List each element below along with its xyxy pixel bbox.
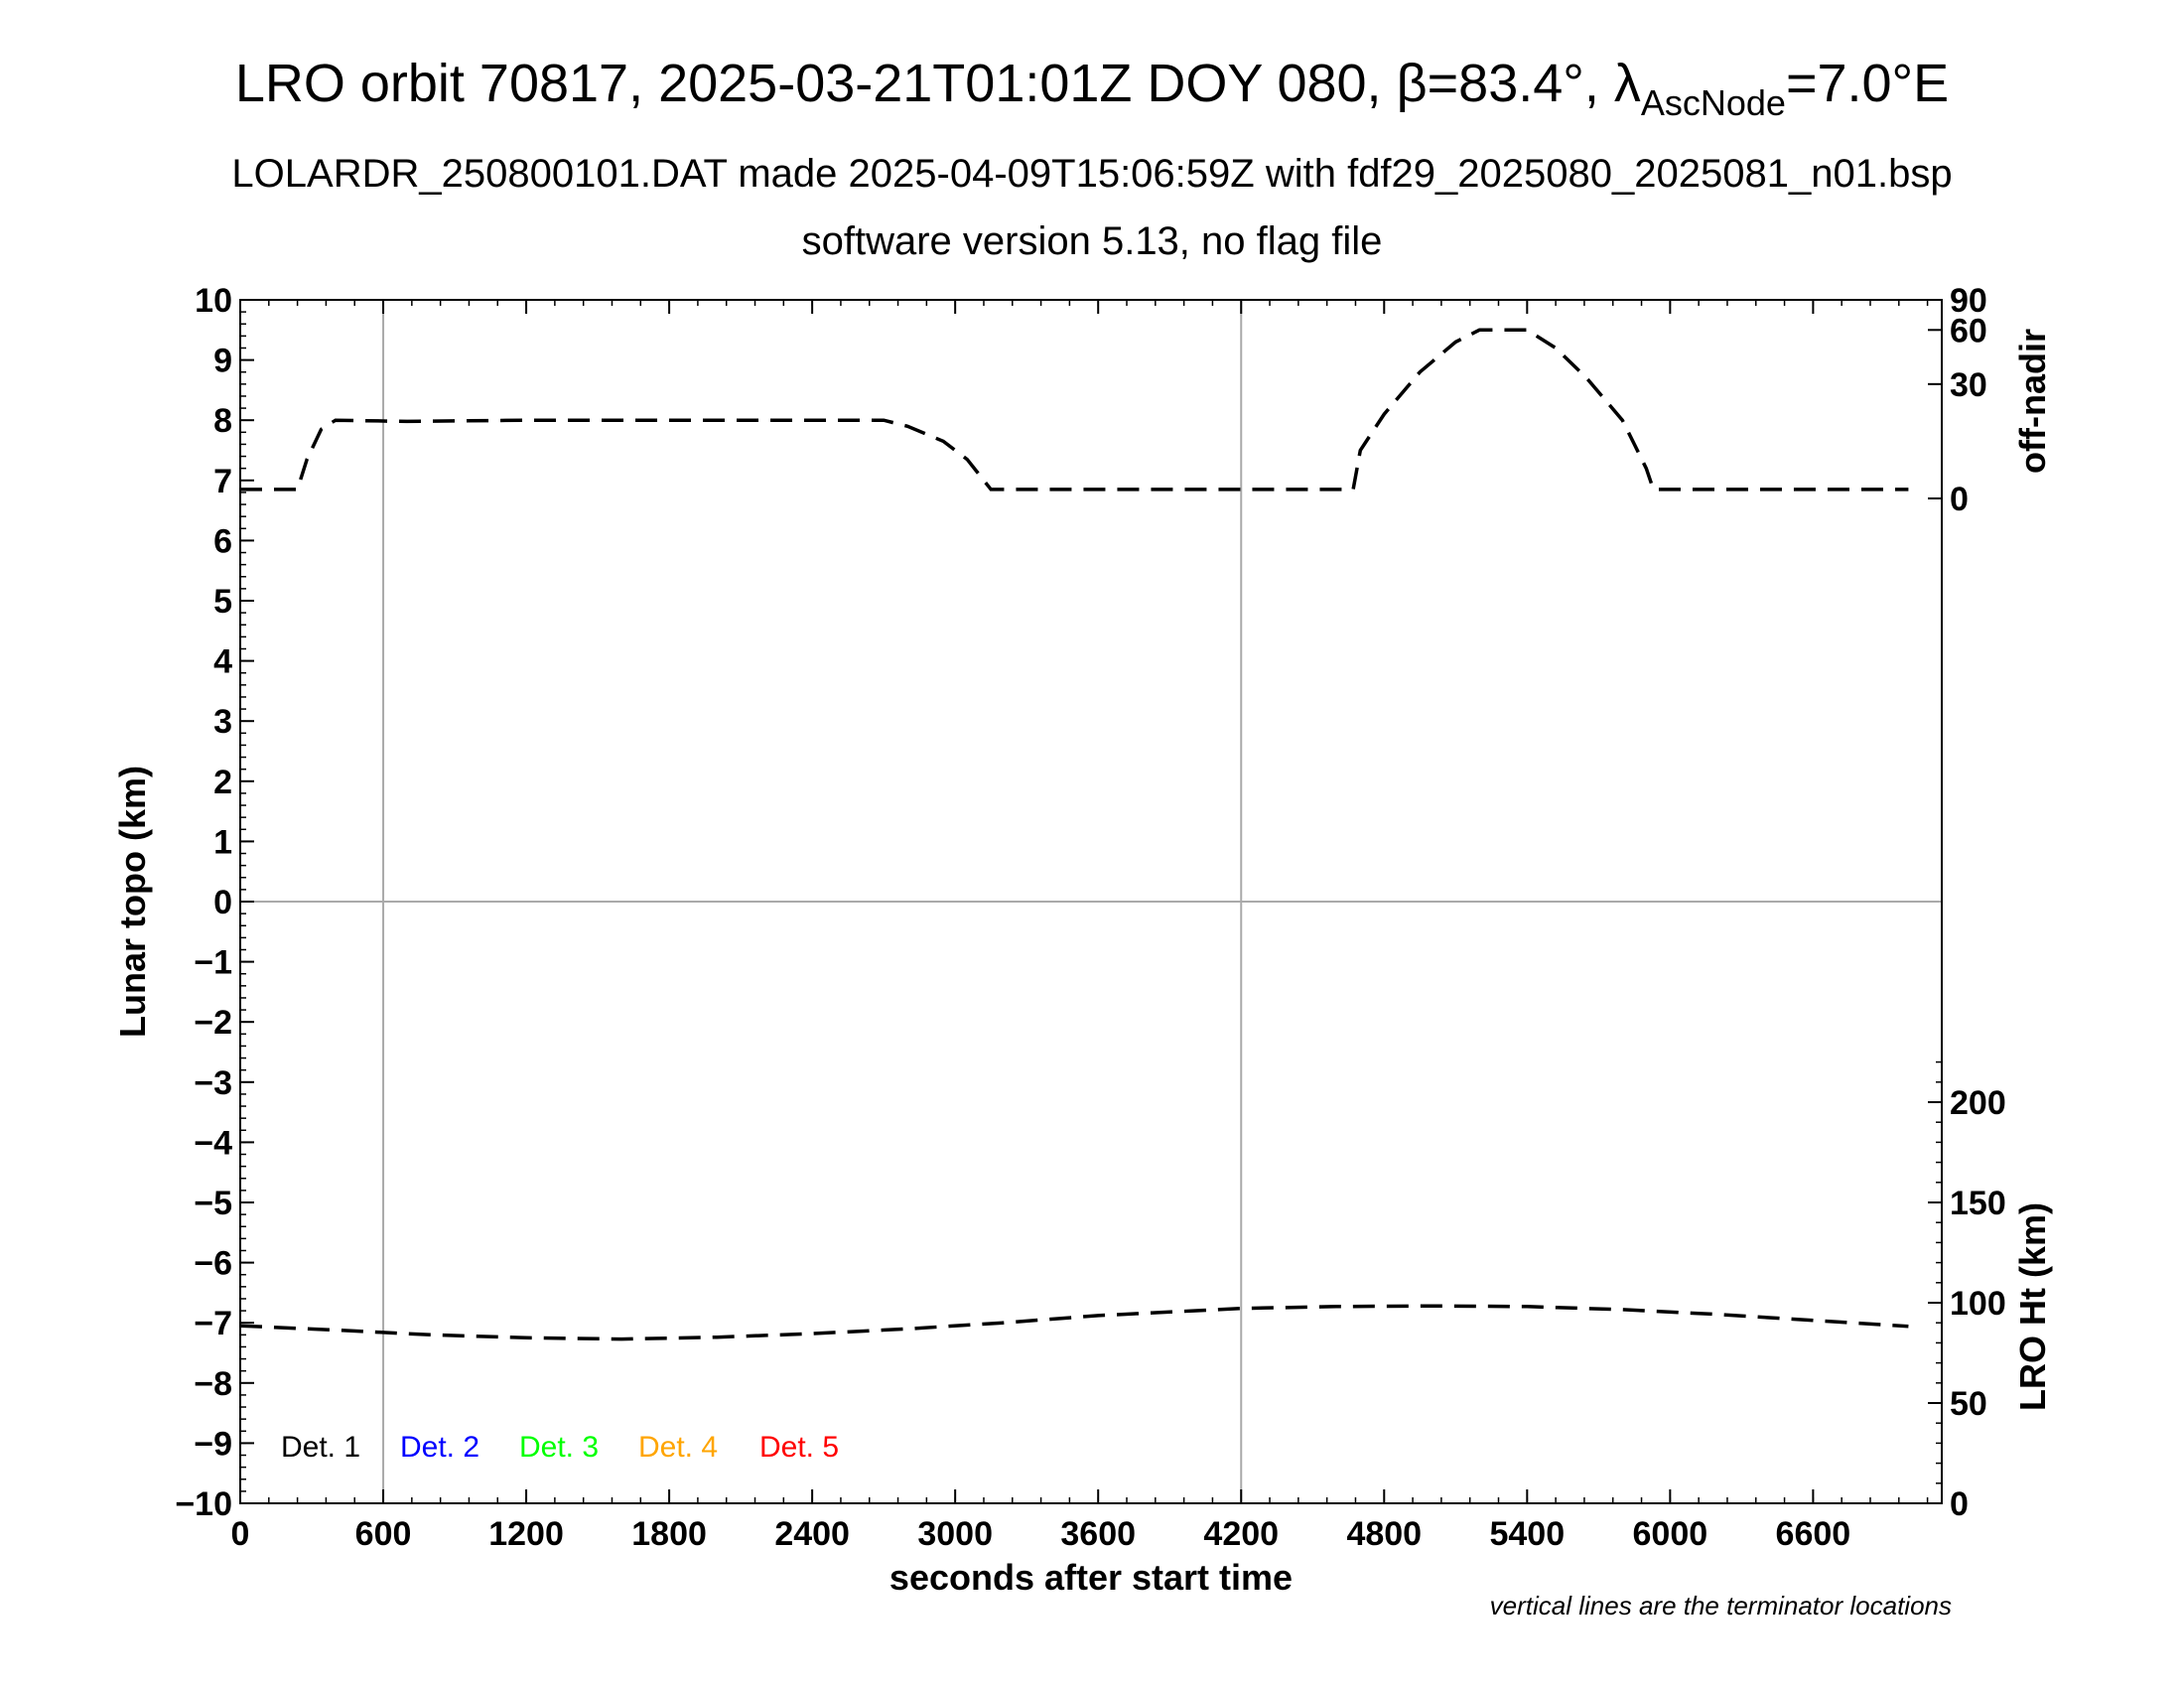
lro-height-tick-label: 0	[1950, 1485, 1969, 1523]
y-tick-label: −4	[194, 1124, 232, 1162]
x-tick-label: 600	[355, 1515, 412, 1553]
y-tick-label: −10	[175, 1485, 232, 1523]
y-tick-label: −8	[194, 1365, 232, 1403]
legend-entry: Det. 5	[759, 1431, 839, 1464]
y-tick-label: 4	[213, 643, 232, 681]
lro-height-tick-label: 100	[1950, 1285, 2006, 1323]
series-group	[239, 328, 1909, 1341]
x-tick-labels: 0 600 1200 1800 2400 3000 3600 4200 4800 5400 6000…	[231, 1515, 1851, 1553]
y-tick-label: 5	[213, 583, 232, 621]
y-tick-label: −3	[194, 1064, 232, 1102]
lro-height-tick-label: 200	[1950, 1084, 2006, 1122]
legend: Det. 1 Det. 2 Det. 3 Det. 4 Det. 5	[281, 1431, 839, 1464]
x-tick-label: 2400	[774, 1515, 850, 1553]
y-tick-label: 9	[213, 343, 232, 380]
y-axis-label-right-bottom: LRO Ht (km)	[2012, 1202, 2053, 1411]
legend-entry: Det. 2	[400, 1431, 479, 1464]
y-tick-label: 2	[213, 764, 232, 801]
y-axis-label-left: Lunar topo (km)	[112, 766, 153, 1038]
off-nadir-tick-label: 90	[1950, 282, 1987, 320]
y-tick-label: −7	[194, 1305, 232, 1342]
legend-entry: Det. 4	[638, 1431, 718, 1464]
y-tick-label: 7	[213, 463, 232, 500]
y-tick-label: 1	[213, 823, 232, 861]
y-tick-label: −5	[194, 1185, 232, 1222]
grid-lines	[240, 300, 1942, 1503]
y-tick-label: −2	[194, 1004, 232, 1042]
chart-title: LRO orbit 70817, 2025-03-21T01:01Z DOY 0…	[235, 54, 1949, 123]
lro-height-line	[239, 1304, 1909, 1341]
x-tick-label: 4800	[1346, 1515, 1422, 1553]
chart-subtitle: LOLARDR_250800101.DAT made 2025-04-09T15…	[231, 152, 1952, 196]
plot-frame	[239, 299, 1943, 1504]
x-tick-label: 3000	[917, 1515, 993, 1553]
x-tick-label: 0	[231, 1515, 250, 1553]
y-tick-label: 0	[213, 884, 232, 921]
x-tick-label: 4200	[1203, 1515, 1279, 1553]
off-nadir-tick-label: 30	[1950, 366, 1987, 404]
off-nadir-line	[240, 328, 1909, 492]
terminator-note: vertical lines are the terminator locati…	[1490, 1591, 1952, 1620]
x-tick-label: 5400	[1489, 1515, 1565, 1553]
off-nadir-tick-label: 0	[1950, 481, 1969, 518]
y-tick-label: −6	[194, 1245, 232, 1283]
x-tick-label: 6000	[1633, 1515, 1708, 1553]
y-tick-label: 3	[213, 703, 232, 741]
legend-entry: Det. 3	[519, 1431, 599, 1464]
x-tick-label: 1200	[488, 1515, 564, 1553]
chart-subtitle-2: software version 5.13, no flag file	[802, 219, 1383, 263]
y-tick-label: −9	[194, 1425, 232, 1463]
x-tick-label: 3600	[1060, 1515, 1136, 1553]
y-tick-label: 6	[213, 522, 232, 560]
x-tick-label: 1800	[631, 1515, 707, 1553]
lro-height-tick-labels: 200 150 100 50 0	[1950, 1084, 2006, 1523]
y-tick-label: 8	[213, 402, 232, 440]
x-tick-label: 6600	[1776, 1515, 1851, 1553]
y-axis-label-right-top: off-nadir	[2012, 329, 2053, 474]
x-axis-label: seconds after start time	[889, 1557, 1293, 1598]
y-tick-label: 10	[195, 282, 232, 320]
y-tick-label: −1	[194, 944, 232, 982]
lro-height-tick-label: 50	[1950, 1385, 1987, 1423]
legend-entry: Det. 1	[281, 1431, 360, 1464]
lro-height-tick-label: 150	[1950, 1185, 2006, 1222]
asc-node-subscript: AscNode	[1641, 82, 1786, 123]
off-nadir-tick-label: 60	[1950, 312, 1987, 350]
